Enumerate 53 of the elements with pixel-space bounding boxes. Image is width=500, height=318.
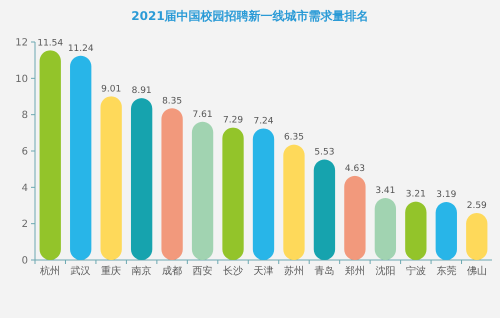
data-label: 3.19 bbox=[436, 190, 457, 200]
data-label: 2.59 bbox=[466, 200, 488, 211]
x-tick-label: 天津 bbox=[254, 265, 274, 277]
data-label: 9.01 bbox=[101, 84, 122, 94]
y-tick-label: 12 bbox=[15, 38, 28, 48]
x-tick-label: 杭州 bbox=[39, 265, 60, 277]
data-label: 11.24 bbox=[68, 44, 94, 54]
data-label: 3.41 bbox=[375, 186, 396, 196]
data-label: 8.91 bbox=[132, 86, 152, 96]
x-tick-label: 重庆 bbox=[101, 265, 122, 277]
bar bbox=[283, 144, 305, 260]
y-tick-label: 10 bbox=[15, 74, 28, 85]
x-tick-label: 青岛 bbox=[314, 265, 334, 277]
data-label: 6.35 bbox=[284, 132, 304, 143]
data-label: 4.63 bbox=[344, 164, 365, 174]
data-label: 8.35 bbox=[162, 96, 182, 106]
x-tick-label: 沈阳 bbox=[375, 265, 396, 277]
bar bbox=[405, 202, 426, 260]
bar bbox=[252, 128, 274, 260]
bar bbox=[100, 96, 122, 260]
x-tick-label: 成都 bbox=[162, 265, 182, 277]
y-tick-label: 6 bbox=[22, 146, 28, 158]
y-tick-label: 4 bbox=[22, 182, 28, 194]
data-label: 11.54 bbox=[37, 38, 64, 48]
data-label: 3.21 bbox=[406, 190, 426, 200]
bar bbox=[130, 98, 152, 260]
bar bbox=[222, 128, 244, 260]
bar bbox=[40, 50, 61, 260]
bar bbox=[70, 56, 92, 260]
bar bbox=[344, 176, 366, 260]
x-tick-label: 宁波 bbox=[406, 265, 426, 277]
bar bbox=[314, 160, 336, 260]
data-label: 5.53 bbox=[314, 148, 334, 158]
y-tick-label: 2 bbox=[22, 219, 28, 230]
bar bbox=[466, 212, 488, 260]
bar bbox=[436, 202, 457, 260]
chart-title: 2021届中国校园招聘新一线城市需求量排名 bbox=[131, 9, 369, 23]
y-tick-label: 8 bbox=[22, 110, 28, 122]
x-tick-label: 佛山 bbox=[466, 265, 487, 277]
data-label: 7.61 bbox=[192, 110, 213, 120]
bar bbox=[161, 108, 183, 260]
bar bbox=[374, 198, 396, 260]
x-tick-label: 南京 bbox=[132, 265, 152, 277]
data-label: 7.24 bbox=[253, 116, 274, 126]
x-tick-label: 郑州 bbox=[344, 265, 365, 277]
x-tick-label: 长沙 bbox=[223, 265, 244, 277]
data-label: 7.29 bbox=[223, 116, 244, 126]
x-tick-label: 武汉 bbox=[70, 265, 91, 277]
x-tick-label: 苏州 bbox=[284, 265, 304, 277]
x-tick-label: 西安 bbox=[192, 265, 213, 277]
bar bbox=[192, 122, 214, 260]
x-tick-label: 东莞 bbox=[436, 265, 456, 277]
y-tick-label: 0 bbox=[22, 256, 28, 266]
